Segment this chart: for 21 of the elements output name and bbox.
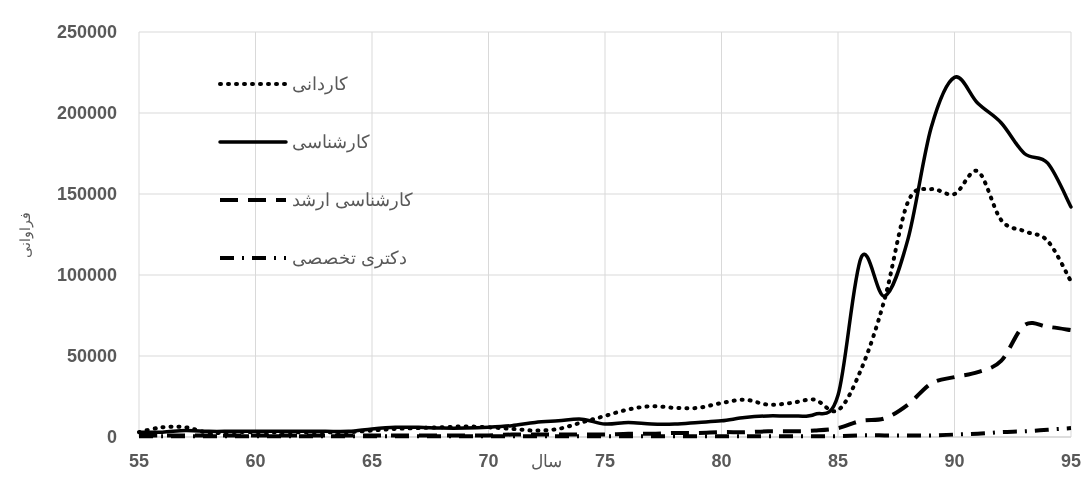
x-tick-label: 75 <box>594 451 616 471</box>
x-tick-label: 65 <box>361 451 383 471</box>
x-tick-label: 90 <box>944 451 965 471</box>
legend-label: کارشناسی <box>292 132 370 153</box>
x-axis-title: سال <box>531 452 563 471</box>
legend-label: دکتری تخصصی <box>292 248 408 269</box>
y-tick-label: 250000 <box>56 22 117 42</box>
y-axis-title: فراوانی <box>17 211 34 258</box>
legend-label: کارشناسی ارشد <box>292 190 414 211</box>
y-tick-label: 200000 <box>56 103 117 123</box>
y-tick-label: 150000 <box>56 184 117 204</box>
x-tick-label: 60 <box>245 451 266 471</box>
x-tick-label: 70 <box>478 451 499 471</box>
x-tick-label: 85 <box>827 451 849 471</box>
legend-label: کاردانی <box>292 74 348 95</box>
x-tick-label: 80 <box>711 451 732 471</box>
y-tick-label: 50000 <box>66 346 117 366</box>
x-tick-label: 55 <box>128 451 150 471</box>
y-tick-label: 100000 <box>56 265 117 285</box>
y-tick-label: 0 <box>106 427 117 447</box>
x-tick-label: 95 <box>1060 451 1082 471</box>
